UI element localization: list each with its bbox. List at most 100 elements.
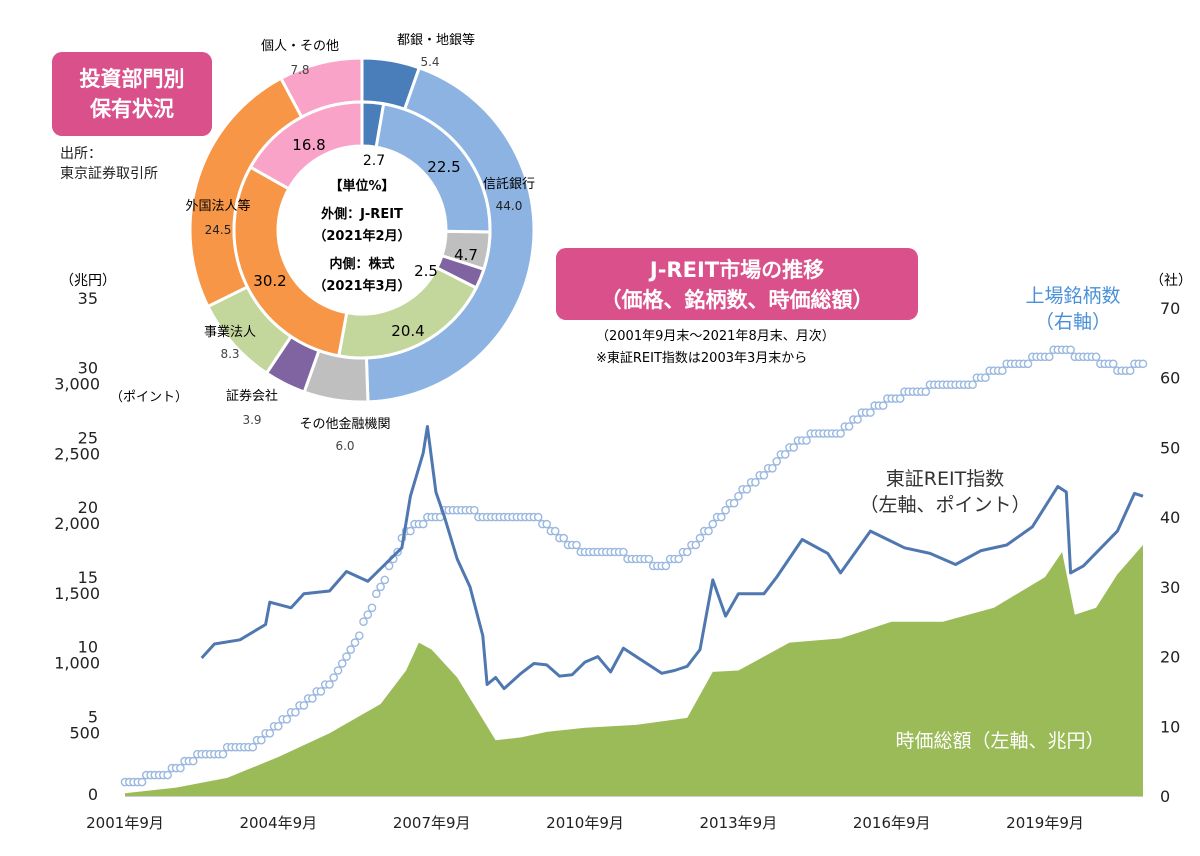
donut-center-inner: 内側：株式 — [329, 256, 394, 272]
outer-label-jigyo: 事業法人 — [204, 324, 256, 340]
donut-center-outer: 外側：J-REIT — [320, 206, 403, 222]
listed-point — [273, 722, 283, 731]
listed-point — [559, 533, 569, 543]
listed-point — [998, 366, 1007, 376]
outer-value-tosgin: 5.4 — [420, 55, 439, 69]
listed-point — [308, 694, 317, 703]
x-tick-label: 2001年9月 — [86, 814, 164, 832]
listed-point — [981, 373, 990, 383]
listed-point — [346, 645, 356, 654]
listed-label-line-2: （右軸） — [1035, 311, 1111, 333]
x-tick-label: 2019年9月 — [1006, 814, 1084, 832]
donut-chart — [188, 56, 536, 404]
left-tick-label: 20 — [78, 498, 98, 517]
inner-value-sonota-kinyu: 4.7 — [454, 246, 478, 264]
listed-point — [359, 617, 368, 627]
listed-point — [721, 505, 730, 515]
outer-value-shoken: 3.9 — [242, 413, 261, 427]
right-tick-label: 20 — [1160, 648, 1180, 667]
right-axis-unit: （社） — [1150, 273, 1192, 289]
outer-value-kojin: 7.8 — [290, 63, 309, 77]
reit-index-line — [200, 425, 1144, 691]
chart-title-line-2: （価格、銘柄数、時価総額） — [601, 288, 874, 312]
right-tick-label: 30 — [1160, 578, 1180, 597]
listed-label-line-1: 上場銘柄数 — [1025, 285, 1120, 307]
listed-point — [325, 680, 334, 689]
donut-center-inner-date: （2021年3月） — [313, 278, 410, 294]
listed-point — [350, 638, 360, 647]
listed-point — [248, 742, 258, 752]
listed-point — [759, 470, 769, 480]
listed-point — [1066, 345, 1075, 355]
outer-label-shintaku: 信託銀行 — [483, 176, 535, 192]
index-label-line-1: 東証REIT指数 — [886, 468, 1004, 490]
listed-point — [176, 763, 185, 773]
inner-value-shintaku: 22.5 — [427, 158, 460, 176]
listed-point — [291, 708, 300, 717]
listed-point — [550, 526, 560, 536]
listed-point — [1125, 366, 1135, 376]
listed-point — [895, 394, 905, 403]
listed-point — [337, 659, 347, 668]
listed-point — [802, 436, 811, 445]
x-tick-label: 2007年9月 — [393, 814, 471, 832]
inner-value-gaikoku: 30.2 — [253, 272, 286, 290]
listed-point — [1091, 352, 1101, 362]
listed-point — [1138, 359, 1148, 369]
listed-point — [691, 540, 701, 550]
chart-title-box — [556, 248, 918, 320]
outer-value-sonota-kinyu: 6.0 — [335, 439, 354, 453]
left-index-tick-label: 3,000 — [54, 375, 100, 394]
listed-point — [844, 422, 854, 431]
listed-point — [853, 415, 862, 424]
listed-point — [163, 770, 172, 780]
source-value: 東京証券取引所 — [60, 166, 158, 182]
listed-point — [682, 547, 692, 557]
listed-point — [619, 547, 628, 557]
listed-point — [542, 519, 552, 529]
donut-hole — [278, 146, 446, 314]
marketcap-label: 時価総額（左軸、兆円） — [895, 730, 1104, 752]
right-tick-label: 60 — [1160, 369, 1180, 388]
listed-point — [469, 505, 479, 515]
listed-point — [734, 491, 743, 501]
listed-point — [704, 526, 713, 536]
donut-center-unit: 【単位%】 — [329, 178, 394, 194]
left-tick-label: 10 — [78, 638, 98, 657]
listed-count-group — [120, 345, 1148, 787]
listed-point — [1045, 352, 1054, 362]
listed-point — [188, 756, 198, 766]
listed-point — [768, 463, 777, 473]
left-index-tick-label: 500 — [69, 723, 100, 742]
right-tick-label: 40 — [1160, 508, 1180, 527]
listed-point — [674, 554, 684, 564]
outer-label-shoken: 証券会社 — [226, 388, 278, 404]
donut-title-box — [52, 52, 212, 136]
listed-point — [836, 429, 845, 438]
left-index-tick-label: 2,000 — [54, 514, 100, 533]
left-tick-label: 0 — [88, 785, 98, 804]
left-tick-label: 5 — [88, 707, 98, 726]
inner-value-tosgin: 2.7 — [363, 153, 385, 169]
listed-point — [380, 575, 390, 585]
source-label: 出所： — [60, 146, 102, 162]
listed-point — [751, 477, 760, 487]
listed-point — [695, 533, 705, 543]
x-tick-label: 2013年9月 — [699, 814, 777, 832]
listed-point — [282, 715, 292, 724]
listed-point — [921, 387, 931, 397]
reit-index-group — [200, 425, 1144, 691]
listed-point — [572, 540, 581, 550]
listed-point — [256, 735, 266, 745]
left-tick-label: 25 — [78, 428, 98, 447]
x-tick-label: 2016年9月 — [853, 814, 931, 832]
marketcap-area-group — [125, 545, 1143, 796]
x-tick-label: 2010年9月 — [546, 814, 624, 832]
right-tick-label: 70 — [1160, 299, 1180, 318]
listed-point — [866, 408, 875, 417]
listed-point — [376, 582, 385, 592]
left-index-tick-label: 1,000 — [54, 654, 100, 673]
listed-point — [137, 777, 147, 787]
right-tick-label: 0 — [1160, 787, 1170, 806]
